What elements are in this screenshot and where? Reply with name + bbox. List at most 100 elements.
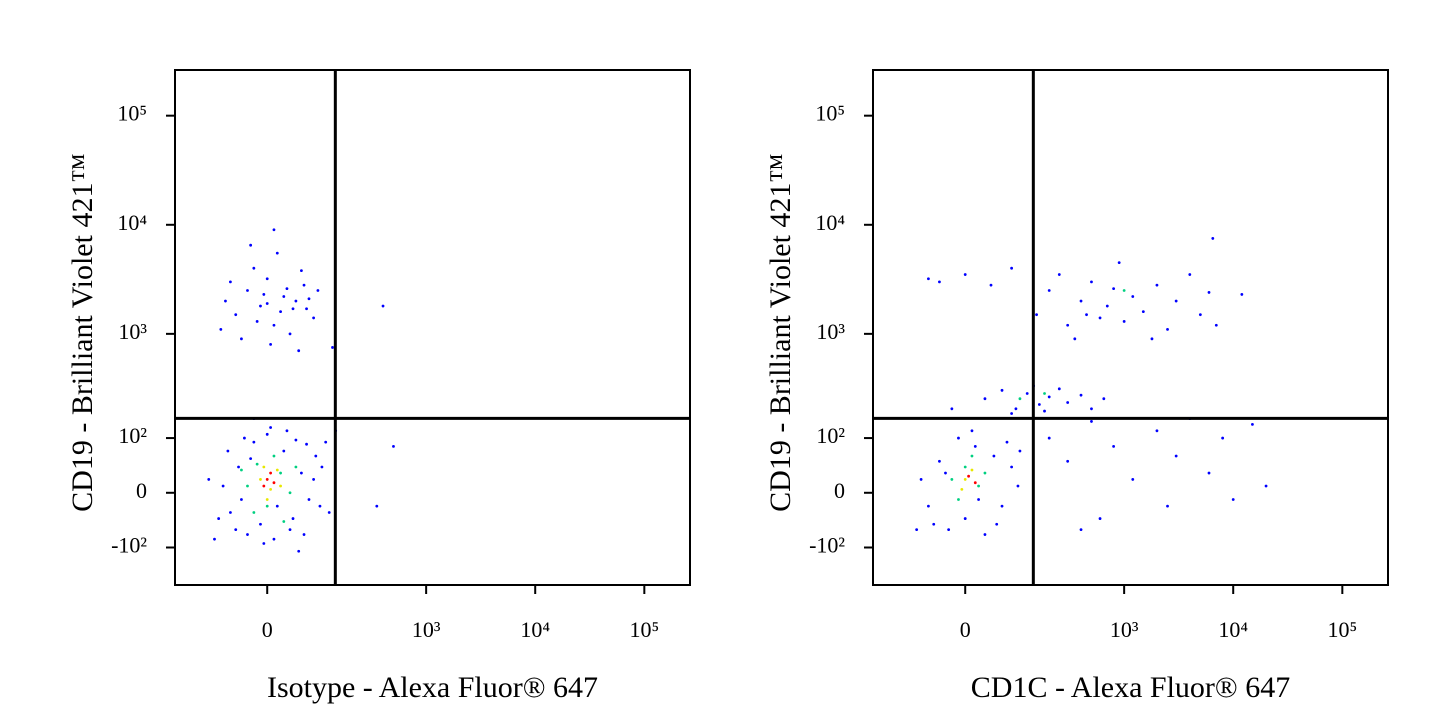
dot [1037,403,1041,406]
dot [213,537,216,541]
plot-frame [174,69,691,586]
dot [957,436,960,440]
dot [947,528,951,531]
dot [1018,449,1022,453]
dot [1079,299,1083,303]
y-tick-label: 0 [136,478,147,503]
dot [915,528,919,531]
dot [967,474,970,478]
dot [255,462,259,466]
dot [224,299,227,303]
dot [262,542,266,545]
dot [226,449,230,453]
dot [1150,337,1154,341]
dot [1016,484,1020,488]
dot [297,549,301,553]
dot [324,440,328,444]
y-tick-label: 10² [118,423,147,448]
dot [294,438,298,442]
dot [944,471,947,475]
dot [1000,388,1004,392]
dot [1174,454,1178,458]
dot [1264,484,1268,488]
dot [1057,387,1061,391]
dot [927,504,930,508]
dot [1066,459,1070,463]
dot [970,454,974,458]
dot [265,302,269,305]
y-axis-label: CD19 - Brilliant Violet 421™ [764,153,797,512]
y-tick-label: 10⁵ [117,101,147,126]
dot [1122,320,1126,323]
dot [305,442,308,446]
dot [992,454,996,458]
dot [314,454,318,458]
dot [1098,517,1102,520]
dot [1079,528,1083,531]
dot [259,478,262,481]
x-tick-label: 0 [960,617,971,642]
dot [1211,237,1215,240]
dot [1010,412,1014,415]
dot [285,429,289,433]
dot [207,478,211,481]
dot [1066,401,1070,404]
dot [932,522,936,526]
x-axis-label: Isotype - Alexa Fluor® 647 [267,671,598,704]
dot [1047,436,1051,440]
dot [307,498,311,501]
dot [983,471,987,475]
dot [1117,261,1121,265]
dot [272,323,276,327]
dot [970,468,974,472]
dot [288,491,292,495]
dot [938,459,941,463]
dot [1098,316,1102,320]
dot [963,478,967,481]
dot [272,481,276,485]
dot [1105,304,1109,308]
dot [312,316,316,320]
dot [217,517,221,520]
dot [1131,478,1135,481]
dot [1000,504,1004,508]
dot [262,465,266,469]
dot [246,533,249,536]
dot [963,465,967,469]
dot [331,346,334,349]
dot [973,481,977,485]
dot [970,429,974,433]
dot [1043,392,1046,395]
dot [252,511,256,514]
x-tick-label: 10³ [1110,617,1139,642]
dot [275,504,279,508]
dot [318,504,322,508]
dot [282,520,286,523]
plot-frame [872,69,1389,586]
dot [275,251,279,255]
dot [279,471,282,475]
dot [1155,283,1159,287]
dot [1102,397,1106,401]
dot [977,498,980,501]
dot [272,537,276,541]
dot [246,484,249,488]
dot [327,511,331,514]
dot [1005,440,1009,444]
dot [1240,293,1244,296]
x-tick-label: 0 [262,617,273,642]
y-tick-label: -10² [809,533,845,558]
dot [1207,471,1211,475]
dot [1198,313,1202,317]
dot [297,349,301,353]
dot [265,478,269,481]
dot [1188,273,1192,276]
dot [234,528,238,531]
dot [234,313,238,317]
dot [302,283,306,287]
dot [305,307,308,311]
dot [302,533,306,536]
dot [249,243,253,247]
dot [252,440,256,444]
dot [1207,291,1211,294]
